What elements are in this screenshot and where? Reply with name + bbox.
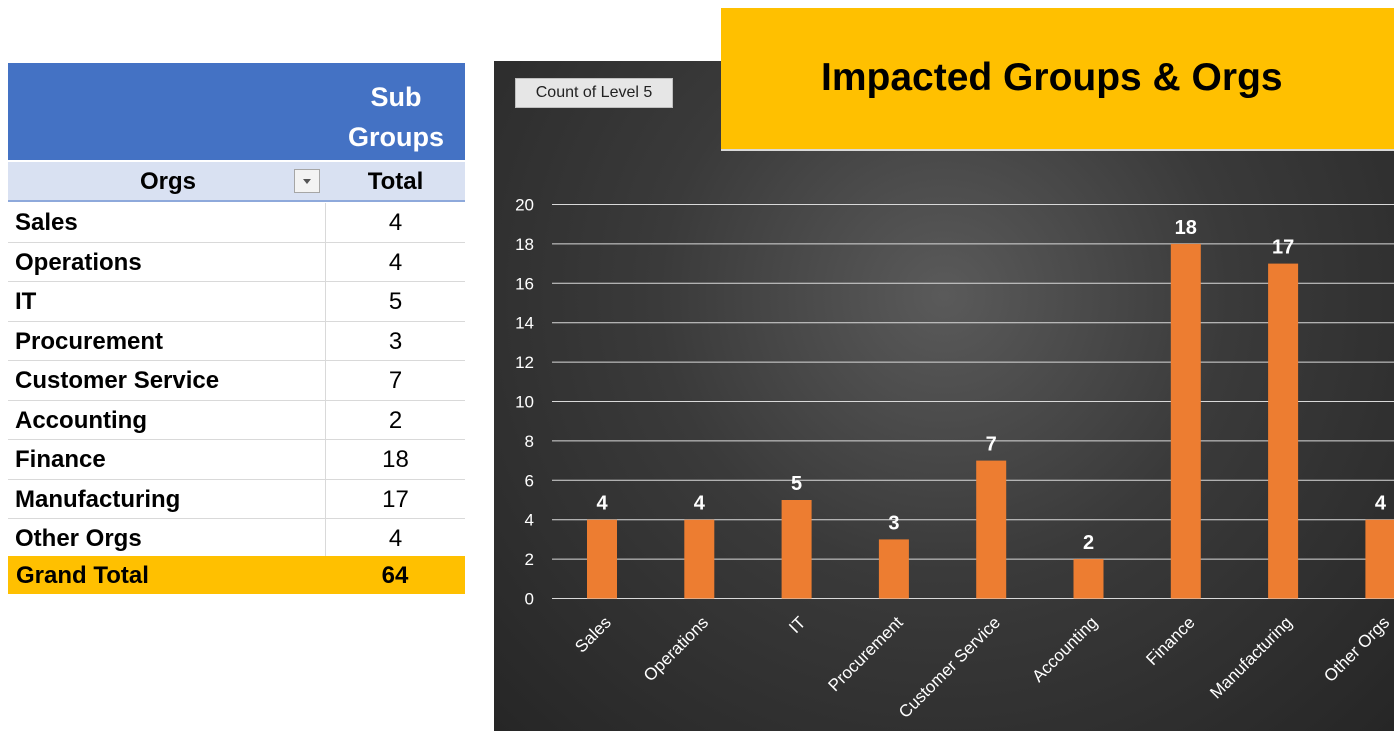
- row-total-value: 3: [325, 321, 465, 361]
- y-tick-label: 18: [515, 235, 534, 254]
- x-tick-label: IT: [785, 613, 809, 637]
- y-tick-label: 6: [525, 471, 534, 490]
- chart-area[interactable]: 0 2 4 6 8 10 12 14 16 18 20 4 Sales 4 Operations 5 IT 3 Pr…: [494, 61, 1394, 731]
- row-org-label: Accounting: [15, 406, 147, 434]
- x-tick-label: Procurement: [824, 613, 906, 695]
- bar-chart: 0 2 4 6 8 10 12 14 16 18 20 4 Sales 4 Operations 5 IT 3 Pr…: [515, 196, 1394, 722]
- row-total-value: 4: [325, 203, 465, 242]
- row-org-label: Sales: [15, 209, 78, 236]
- y-tick-label: 4: [525, 511, 534, 530]
- bar: [1170, 243, 1201, 599]
- data-label: 2: [1083, 532, 1094, 554]
- grand-total-row: Grand Total 64: [8, 556, 465, 594]
- chart-field-button[interactable]: Count of Level 5: [515, 78, 673, 108]
- y-tick-label: 8: [525, 432, 534, 451]
- row-org-label: Operations: [15, 248, 142, 276]
- table-row[interactable]: Accounting 2: [8, 400, 465, 440]
- row-org-label: Finance: [15, 446, 106, 473]
- row-total-value: 5: [325, 282, 465, 321]
- bar: [587, 519, 617, 599]
- orgs-column-header: Orgs: [139, 168, 196, 195]
- row-org-label: Manufacturing: [15, 485, 181, 513]
- bar: [1073, 559, 1104, 599]
- table-row[interactable]: IT 5: [8, 282, 465, 322]
- table-row[interactable]: Operations 4: [8, 242, 465, 282]
- x-tick-label: Other Orgs: [1320, 613, 1393, 686]
- grand-total-label: Grand Total: [16, 562, 149, 589]
- chart-title-box: Impacted Groups & Orgs: [721, 8, 1394, 151]
- x-tick-label: Operations: [640, 613, 712, 685]
- row-total-value: 7: [325, 361, 465, 400]
- data-label: 7: [986, 434, 997, 456]
- table-row[interactable]: Customer Service 7: [8, 361, 465, 401]
- table-row[interactable]: Procurement 3: [8, 321, 465, 361]
- y-tick-label: 14: [515, 314, 534, 333]
- x-tick-label: Manufacturing: [1206, 613, 1296, 703]
- row-total-value: 2: [325, 400, 465, 440]
- row-total-value: 18: [325, 440, 465, 479]
- row-total-value: 4: [325, 242, 465, 282]
- data-label: 4: [596, 493, 608, 515]
- pivot-column-headers: Orgs Total: [8, 162, 465, 202]
- grand-total-value: 64: [381, 562, 409, 589]
- total-column-header: Total: [367, 168, 424, 195]
- row-total-value: 4: [325, 519, 465, 558]
- pivot-header: Sub Groups: [8, 63, 465, 160]
- y-tick-label: 12: [515, 353, 534, 372]
- table-row[interactable]: Finance 18: [8, 440, 465, 480]
- y-tick-label: 16: [515, 274, 534, 293]
- x-tick-label: Accounting: [1028, 613, 1101, 686]
- row-total-value: 17: [325, 479, 465, 519]
- table-row[interactable]: Other Orgs 4: [8, 519, 465, 559]
- chart-title: Impacted Groups & Orgs: [821, 56, 1283, 99]
- data-label: 5: [791, 473, 802, 495]
- x-tick-label: Sales: [571, 613, 615, 657]
- data-label: 18: [1175, 217, 1197, 239]
- bar: [1365, 519, 1394, 599]
- y-tick-label: 2: [525, 550, 534, 569]
- row-org-label: Procurement: [15, 327, 164, 355]
- x-tick-label: Customer Service: [895, 613, 1004, 722]
- pivot-rows: Sales 4 Operations 4 IT 5 Procurement 3 Customer…: [8, 203, 465, 559]
- table-row[interactable]: Manufacturing 17: [8, 479, 465, 519]
- row-org-label: Other Orgs: [15, 525, 142, 552]
- bar: [976, 460, 1007, 599]
- bar: [781, 500, 812, 599]
- y-tick-label: 0: [525, 590, 534, 609]
- y-tick-label: 10: [515, 393, 534, 412]
- table-row[interactable]: Sales 4: [8, 203, 465, 243]
- row-org-label: IT: [15, 288, 37, 315]
- data-label: 4: [694, 493, 706, 515]
- filter-dropdown-icon[interactable]: [294, 169, 320, 193]
- row-org-label: Customer Service: [15, 367, 220, 394]
- data-label: 3: [888, 512, 899, 534]
- bar: [1268, 263, 1299, 599]
- bar: [878, 539, 909, 599]
- pivot-header-label: Sub Groups: [347, 82, 444, 152]
- x-tick-label: Finance: [1142, 613, 1198, 669]
- bar: [684, 519, 715, 599]
- data-label: 17: [1272, 237, 1294, 259]
- data-label: 4: [1375, 493, 1387, 515]
- y-tick-label: 20: [515, 196, 534, 215]
